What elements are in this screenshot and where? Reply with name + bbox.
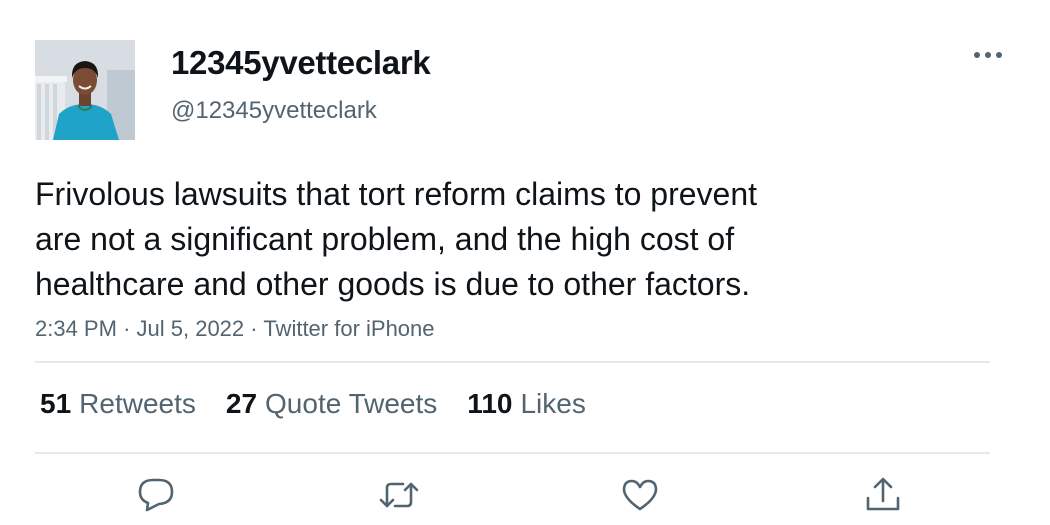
more-options-button[interactable] <box>966 40 1010 70</box>
meta-separator: · <box>250 316 258 341</box>
tweet-source-link[interactable]: Twitter for iPhone <box>263 316 435 341</box>
share-upload-icon <box>866 477 900 511</box>
likes-label: Likes <box>520 388 586 419</box>
likes-stat[interactable]: 110 Likes <box>467 388 586 420</box>
tweet-text-line: Frivolous lawsuits that tort reform clai… <box>35 176 758 212</box>
heart-icon <box>622 479 658 511</box>
meta-separator: · <box>123 316 131 341</box>
tweet-text-line: are not a significant problem, and the h… <box>35 221 735 257</box>
author-display-name[interactable]: 12345yvetteclark <box>171 44 431 81</box>
tweet-text-line: healthcare and other goods is due to oth… <box>35 266 751 302</box>
tweet-date: Jul 5, 2022 <box>136 316 245 341</box>
more-horizontal-icon <box>974 52 1002 58</box>
quote-tweets-label: Quote Tweets <box>265 388 438 419</box>
retweet-button[interactable] <box>377 473 421 517</box>
tweet-time: 2:34 PM <box>35 316 117 341</box>
share-button[interactable] <box>861 473 905 517</box>
quote-tweets-count: 27 <box>225 388 258 419</box>
likes-count: 110 <box>467 388 513 419</box>
author-handle[interactable]: @12345yvetteclark <box>171 97 377 124</box>
retweet-arrows-icon <box>379 482 419 508</box>
reply-bubble-icon <box>138 478 174 512</box>
tweet-time-link[interactable]: 2:34 PM · Jul 5, 2022 <box>35 316 244 341</box>
tweet-text: Frivolous lawsuits that tort reform clai… <box>35 172 935 307</box>
retweets-stat[interactable]: 51 Retweets <box>40 388 196 420</box>
divider <box>35 452 990 454</box>
tweet-stats: 51 Retweets 27 Quote Tweets 110 Likes <box>40 388 616 420</box>
like-button[interactable] <box>618 473 662 517</box>
quote-tweets-stat[interactable]: 27 Quote Tweets <box>226 388 437 420</box>
retweets-label: Retweets <box>79 388 196 419</box>
divider <box>35 361 990 363</box>
avatar-photo <box>35 40 135 140</box>
reply-button[interactable] <box>134 473 178 517</box>
author-avatar[interactable] <box>35 40 135 140</box>
retweets-count: 51 <box>40 388 72 419</box>
tweet-meta: 2:34 PM · Jul 5, 2022 · Twitter for iPho… <box>35 316 435 342</box>
